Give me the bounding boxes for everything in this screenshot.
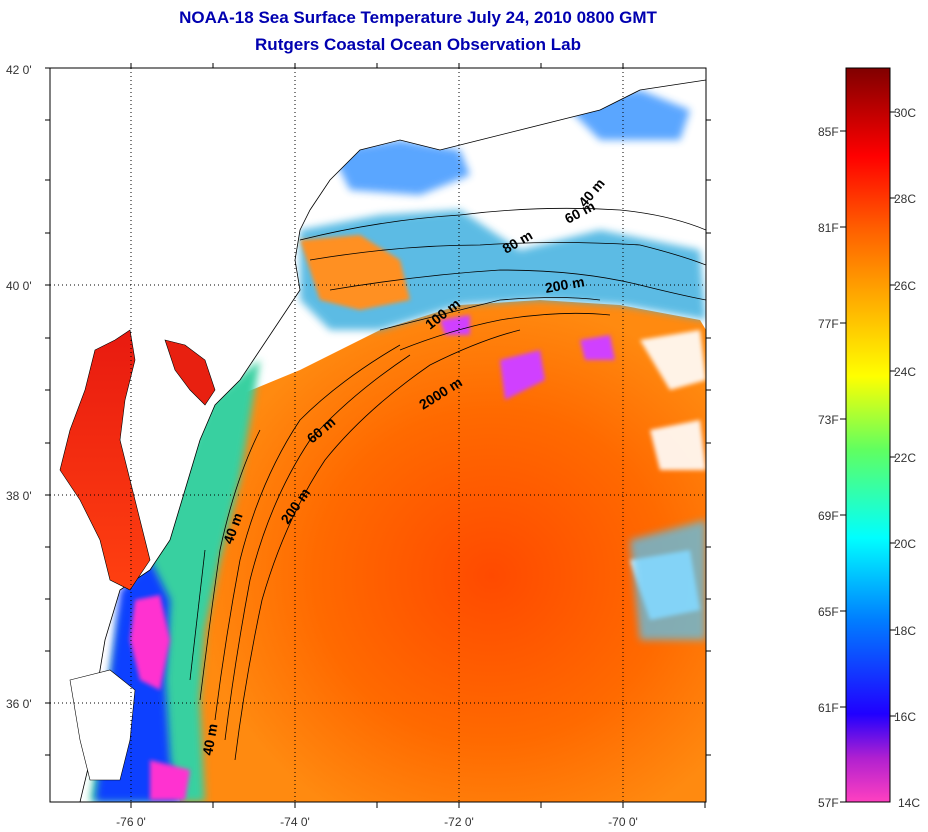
colorbar-f-85: 85F	[818, 125, 839, 139]
y-tick-label-36: 36 0'	[6, 697, 32, 711]
grid-lines	[50, 68, 706, 802]
x-tick-label-72: -72 0'	[444, 815, 474, 829]
east-cool-fringe	[630, 520, 706, 640]
colorbar-f-81: 81F	[818, 221, 839, 235]
x-tick-label-76: -76 0'	[116, 815, 146, 829]
plot-frame	[49, 67, 707, 803]
land-mass	[50, 68, 706, 802]
colorbar-ticks	[840, 111, 896, 803]
contour-label-200m-ne: 200 m	[544, 273, 586, 296]
pamlico-sound	[69, 669, 136, 781]
colorbar-f-69: 69F	[818, 509, 839, 523]
bathymetry-contours	[189, 207, 706, 761]
colorbar	[845, 67, 891, 803]
colorbar-c-30: 30C	[894, 106, 916, 120]
colorbar-c-20: 20C	[894, 537, 916, 551]
colorbar-c-14: 14C	[898, 796, 920, 810]
colorbar-c-18: 18C	[894, 624, 916, 638]
colorbar-f-77: 77F	[818, 317, 839, 331]
gulf-of-maine-patches	[330, 90, 690, 195]
colorbar-c-28: 28C	[894, 192, 916, 206]
map-subtitle: Rutgers Coastal Ocean Observation Lab	[255, 35, 581, 54]
magenta-patches-south	[130, 595, 190, 800]
tick-marks	[45, 63, 711, 808]
y-tick-label-42: 42 0'	[6, 63, 32, 77]
colorbar-c-16: 16C	[894, 710, 916, 724]
chesapeake-bay	[59, 329, 151, 591]
delaware-bay	[164, 339, 216, 406]
colorbar-c-26: 26C	[894, 279, 916, 293]
plot-area: 40 m 60 m 80 m 200 m 100 m 2000 m 60 m 4…	[50, 68, 706, 802]
colorbar-f-73: 73F	[818, 413, 839, 427]
contour-label-40m-south: 40 m	[199, 722, 220, 756]
map-title: NOAA-18 Sea Surface Temperature July 24,…	[179, 8, 657, 27]
colorbar-f-57: 57F	[818, 796, 839, 810]
x-tick-label-74: -74 0'	[280, 815, 310, 829]
y-tick-label-38: 38 0'	[6, 489, 32, 503]
colorbar-c-22: 22C	[894, 451, 916, 465]
x-tick-label-70: -70 0'	[608, 815, 638, 829]
y-tick-label-40: 40 0'	[6, 279, 32, 293]
ny-bight-warm	[300, 235, 410, 310]
magenta-patches-north	[440, 315, 615, 400]
colorbar-f-65: 65F	[818, 605, 839, 619]
warm-water-region	[170, 300, 706, 802]
colorbar-f-61: 61F	[818, 701, 839, 715]
colorbar-c-24: 24C	[894, 365, 916, 379]
